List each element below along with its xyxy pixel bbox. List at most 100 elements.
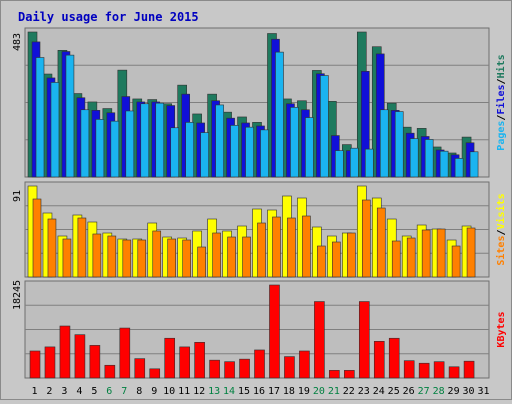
bar-kbytes-day-20 [314, 301, 325, 379]
bar-pages-day-26 [409, 138, 419, 178]
bar-kbytes-day-14 [224, 361, 235, 379]
bar-pages-day-1 [35, 57, 45, 178]
bar-sites-day-22 [347, 232, 356, 278]
bar-sites-day-2 [47, 218, 57, 278]
bar-kbytes-day-2 [44, 346, 56, 379]
bar-kbytes-day-27 [418, 362, 430, 379]
bar-sites-day-21 [332, 241, 341, 278]
bar-kbytes-day-17 [269, 284, 280, 379]
day-label: 19 [298, 386, 310, 397]
bar-sites-day-16 [257, 222, 266, 278]
legend-part: / [496, 78, 507, 84]
bar-kbytes-day-8 [134, 358, 146, 379]
day-label: 14 [223, 386, 235, 397]
series-legend-label: KBytes [496, 311, 507, 347]
bar-kbytes-day-18 [284, 356, 295, 379]
bar-kbytes-day-10 [164, 337, 176, 379]
bar-kbytes-day-24 [373, 340, 385, 379]
bar-pages-day-5 [95, 119, 105, 178]
bar-pages-day-4 [80, 109, 90, 178]
bar-sites-day-15 [242, 236, 251, 278]
bar-sites-day-1 [32, 198, 42, 278]
day-label: 24 [373, 386, 385, 397]
bar-pages-day-22 [350, 147, 359, 178]
day-label: 10 [163, 386, 175, 397]
day-label: 31 [477, 386, 489, 397]
day-label: 28 [433, 386, 445, 397]
bar-sites-day-8 [137, 239, 147, 278]
bar-kbytes-day-23 [358, 301, 370, 379]
bar-kbytes-day-11 [179, 346, 190, 379]
bar-kbytes-day-12 [194, 342, 205, 379]
bar-pages-day-6 [110, 120, 120, 178]
bar-kbytes-day-7 [119, 327, 131, 379]
series-sites [32, 198, 476, 278]
bar-sites-day-19 [302, 215, 311, 278]
day-label: 30 [463, 386, 475, 397]
bar-sites-day-5 [92, 233, 102, 278]
bar-sites-day-6 [107, 235, 117, 278]
bar-sites-day-12 [197, 246, 206, 278]
bar-kbytes-day-30 [463, 360, 475, 379]
bar-kbytes-day-16 [254, 349, 265, 379]
bar-pages-day-12 [200, 132, 209, 178]
bar-pages-day-27 [424, 139, 434, 178]
bar-sites-day-10 [167, 238, 177, 278]
y-max-label: 18245 [12, 280, 23, 310]
bar-kbytes-day-29 [448, 366, 460, 379]
bar-pages-day-8 [140, 103, 150, 178]
bar-sites-day-9 [152, 230, 162, 278]
bar-kbytes-day-9 [149, 368, 161, 379]
bar-pages-day-3 [65, 54, 75, 178]
day-label: 11 [178, 386, 190, 397]
bar-sites-day-25 [391, 240, 401, 278]
day-label: 23 [358, 386, 370, 397]
day-label: 3 [61, 386, 67, 397]
series-kbytes [29, 284, 475, 379]
bar-kbytes-day-4 [74, 334, 86, 379]
day-label: 25 [388, 386, 400, 397]
legend-part: / [496, 229, 507, 235]
panel-2: 91 Sites/Visits [12, 181, 507, 278]
bar-pages-day-28 [439, 150, 449, 178]
bar-pages-day-18 [290, 107, 299, 178]
bar-kbytes-day-15 [239, 358, 250, 379]
bar-sites-day-3 [62, 238, 72, 278]
bar-sites-day-27 [421, 229, 431, 278]
bar-kbytes-day-26 [403, 360, 415, 379]
bar-sites-day-18 [287, 217, 296, 278]
bar-pages-day-20 [320, 75, 329, 178]
day-label: 5 [91, 386, 97, 397]
series-pages [35, 51, 479, 178]
day-label: 16 [253, 386, 265, 397]
bar-pages-day-23 [364, 148, 374, 178]
day-label: 4 [76, 386, 82, 397]
legend-part: Files [495, 84, 507, 114]
bar-sites-day-26 [406, 237, 416, 278]
day-label: 9 [151, 386, 157, 397]
bar-pages-day-24 [379, 109, 389, 178]
bar-sites-day-28 [436, 228, 446, 278]
day-axis: 1 2 3 4 5 6 7 8 9 10 11 12 13 14 15 16 17 18 19 20 21 22 23 24 2… [31, 386, 489, 397]
day-label: 26 [403, 386, 415, 397]
bar-sites-day-23 [361, 199, 371, 278]
legend-part: Visits [495, 193, 507, 229]
day-label: 6 [106, 386, 112, 397]
bar-kbytes-day-1 [29, 350, 41, 379]
day-label: 22 [343, 386, 355, 397]
bar-pages-day-10 [170, 127, 180, 178]
day-label: 21 [328, 386, 340, 397]
day-label: 18 [283, 386, 295, 397]
bar-sites-day-13 [212, 232, 221, 278]
legend-part: Hits [495, 54, 507, 78]
bar-pages-day-29 [454, 158, 464, 178]
bar-pages-day-17 [275, 51, 284, 178]
legend-part: Pages [496, 121, 507, 151]
series-visits [27, 185, 472, 278]
bar-kbytes-day-19 [299, 350, 310, 379]
bar-pages-day-25 [394, 111, 404, 178]
bar-pages-day-19 [305, 117, 314, 178]
bar-pages-day-16 [260, 129, 269, 178]
day-label: 29 [448, 386, 460, 397]
